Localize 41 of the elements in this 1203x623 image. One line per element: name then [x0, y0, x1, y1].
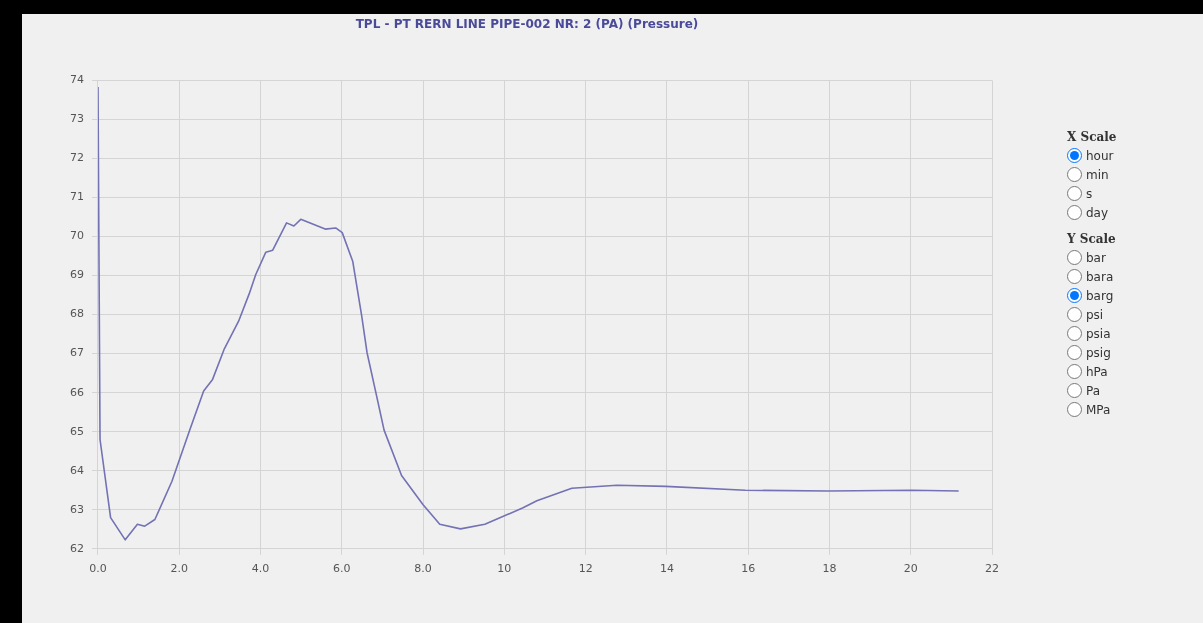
- text: psia: [1086, 326, 1111, 341]
- y-tick-label: 71: [70, 190, 84, 204]
- chart-title: TPL - PT RERN LINE PIPE-002 NR: 2 (PA) (Pressure): [355, 17, 699, 32]
- y-tick-label: 67: [70, 346, 84, 360]
- y-tick-label: 62: [70, 541, 84, 555]
- x-tick-label: 14: [659, 562, 674, 576]
- x-tick-label: 18: [822, 562, 837, 576]
- text: X Scale: [1067, 130, 1117, 144]
- y-tick-label: 72: [70, 151, 84, 165]
- y-tick-label: 73: [70, 112, 84, 126]
- x-tick-label: 12: [578, 562, 593, 576]
- y-tick-label: 65: [70, 424, 84, 438]
- y-tick-label: 63: [70, 502, 84, 516]
- y-tick-label: 64: [70, 463, 84, 477]
- text: day: [1086, 205, 1109, 220]
- text: MPa: [1086, 402, 1111, 417]
- text: Pa: [1086, 383, 1101, 398]
- x-tick-label: 6.0: [333, 562, 351, 576]
- text: barg: [1086, 288, 1114, 303]
- text: Y Scale: [1067, 232, 1117, 246]
- text: psi: [1086, 307, 1104, 322]
- x-tick-label: 0.0: [89, 562, 107, 576]
- x-tick-label: 22: [985, 562, 999, 576]
- text: s: [1086, 186, 1093, 201]
- text: bara: [1086, 269, 1114, 284]
- y-tick-label: 70: [70, 229, 84, 243]
- text: hPa: [1086, 364, 1108, 379]
- x-tick-label: 20: [903, 562, 918, 576]
- text: psig: [1086, 345, 1111, 360]
- x-tick-label: 10: [497, 562, 512, 576]
- y-tick-label: 68: [70, 307, 84, 321]
- x-tick-label: 8.0: [414, 562, 432, 576]
- text: min: [1086, 167, 1109, 182]
- x-tick-label: 4.0: [251, 562, 270, 576]
- text: hour: [1086, 148, 1114, 163]
- y-tick-label: 66: [70, 385, 84, 399]
- y-tick-label: 74: [70, 73, 84, 87]
- x-tick-label: 2.0: [170, 562, 189, 576]
- x-tick-label: 16: [741, 562, 756, 576]
- y-tick-label: 69: [70, 268, 84, 282]
- text: bar: [1086, 250, 1106, 265]
